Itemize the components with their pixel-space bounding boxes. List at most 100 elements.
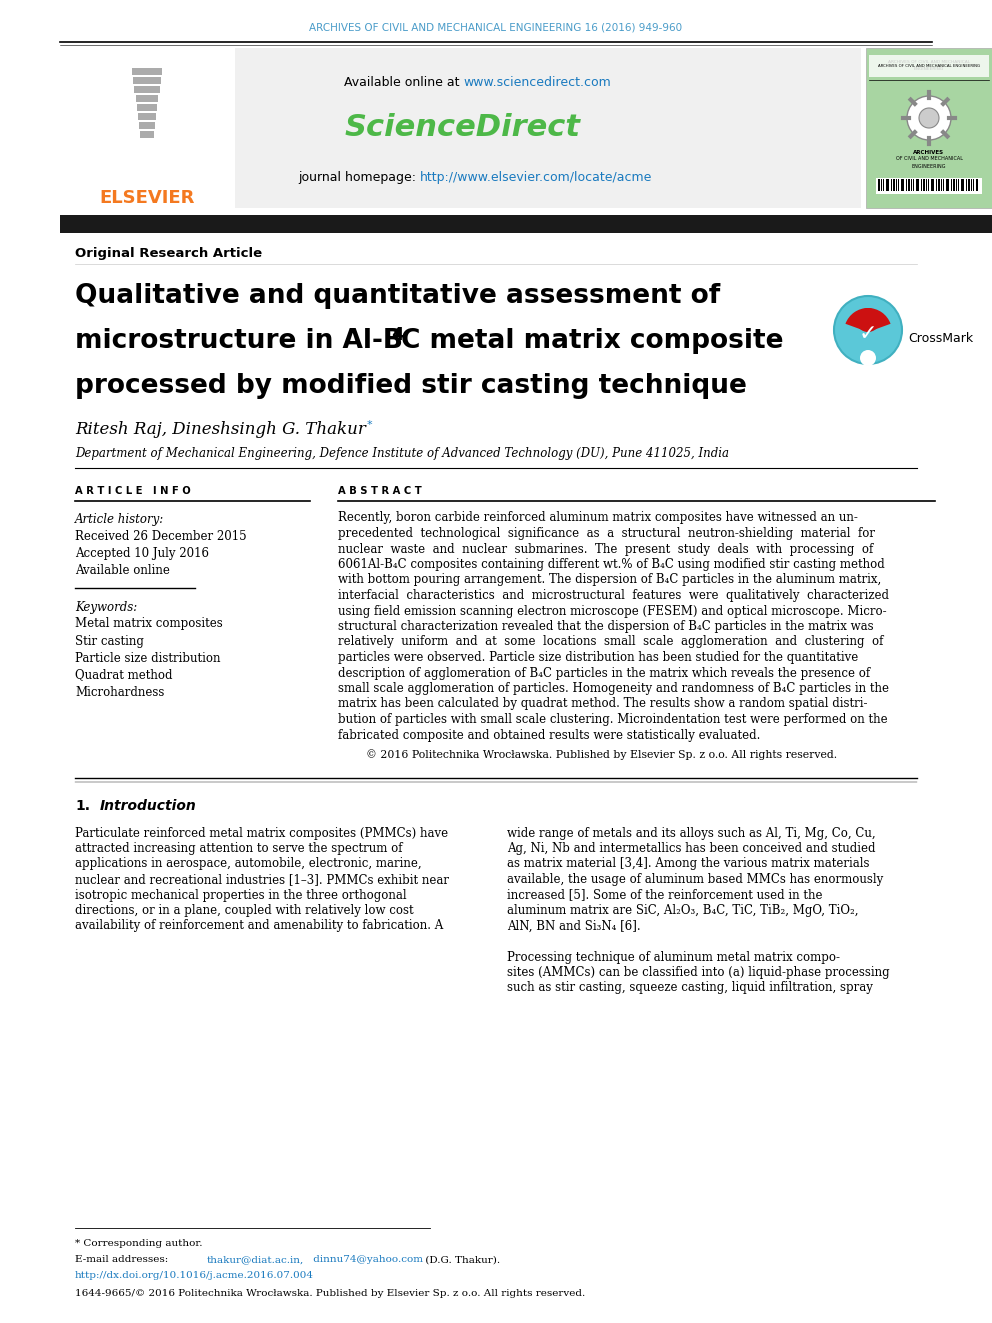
Text: sites (AMMCs) can be classified into (a) liquid-phase processing: sites (AMMCs) can be classified into (a)…	[507, 966, 890, 979]
Text: ARCHIVES OF CIVIL AND MECHANICAL: ARCHIVES OF CIVIL AND MECHANICAL	[888, 60, 970, 64]
Text: AlN, BN and Si₃N₄ [6].: AlN, BN and Si₃N₄ [6].	[507, 919, 641, 933]
FancyBboxPatch shape	[928, 179, 929, 191]
Circle shape	[856, 308, 880, 332]
Text: Qualitative and quantitative assessment of: Qualitative and quantitative assessment …	[75, 283, 720, 310]
Text: 1644-9665/© 2016 Politechnika Wrocławska. Published by Elsevier Sp. z o.o. All r: 1644-9665/© 2016 Politechnika Wrocławska…	[75, 1289, 585, 1298]
Text: precedented  technological  significance  as  a  structural  neutron-shielding  : precedented technological significance a…	[338, 527, 875, 540]
FancyBboxPatch shape	[866, 48, 992, 208]
FancyBboxPatch shape	[935, 179, 936, 191]
Text: 1.: 1.	[75, 799, 90, 814]
FancyBboxPatch shape	[960, 179, 962, 191]
Text: Recently, boron carbide reinforced aluminum matrix composites have witnessed an : Recently, boron carbide reinforced alumi…	[338, 512, 858, 524]
Text: bution of particles with small scale clustering. Microindentation test were perf: bution of particles with small scale clu…	[338, 713, 888, 726]
FancyBboxPatch shape	[903, 179, 904, 191]
FancyBboxPatch shape	[953, 179, 955, 191]
FancyBboxPatch shape	[918, 179, 919, 191]
Text: Metal matrix composites: Metal matrix composites	[75, 618, 223, 631]
Text: ENGINEERING: ENGINEERING	[912, 164, 946, 168]
Text: http://dx.doi.org/10.1016/j.acme.2016.07.004: http://dx.doi.org/10.1016/j.acme.2016.07…	[75, 1271, 314, 1281]
FancyBboxPatch shape	[893, 179, 895, 191]
Text: C metal matrix composite: C metal matrix composite	[401, 328, 784, 355]
Text: E-mail addresses:: E-mail addresses:	[75, 1256, 172, 1265]
FancyBboxPatch shape	[132, 67, 162, 75]
Circle shape	[860, 351, 876, 366]
Text: structural characterization revealed that the dispersion of B₄C particles in the: structural characterization revealed tha…	[338, 620, 874, 632]
Text: availability of reinforcement and amenability to fabrication. A: availability of reinforcement and amenab…	[75, 919, 443, 933]
Text: Department of Mechanical Engineering, Defence Institute of Advanced Technology (: Department of Mechanical Engineering, De…	[75, 446, 729, 459]
Text: dinnu74@yahoo.com: dinnu74@yahoo.com	[310, 1256, 423, 1265]
Text: such as stir casting, squeeze casting, liquid infiltration, spray: such as stir casting, squeeze casting, l…	[507, 982, 873, 995]
Text: processed by modified stir casting technique: processed by modified stir casting techn…	[75, 373, 747, 400]
Text: ELSEVIER: ELSEVIER	[99, 189, 194, 206]
Text: ARCHIVES: ARCHIVES	[914, 149, 944, 155]
Text: ARCHIVES OF CIVIL AND MECHANICAL ENGINEERING: ARCHIVES OF CIVIL AND MECHANICAL ENGINEE…	[878, 64, 980, 67]
FancyBboxPatch shape	[970, 179, 971, 191]
Text: Received 26 December 2015: Received 26 December 2015	[75, 531, 247, 544]
Wedge shape	[845, 308, 891, 332]
FancyBboxPatch shape	[60, 216, 992, 233]
Text: matrix has been calculated by quadrat method. The results show a random spatial : matrix has been calculated by quadrat me…	[338, 697, 867, 710]
Circle shape	[919, 108, 939, 128]
Text: Accepted 10 July 2016: Accepted 10 July 2016	[75, 548, 209, 561]
Text: * Corresponding author.: * Corresponding author.	[75, 1240, 202, 1249]
Text: © 2016 Politechnika Wrocławska. Published by Elsevier Sp. z o.o. All rights rese: © 2016 Politechnika Wrocławska. Publishe…	[366, 749, 837, 759]
Text: CrossMark: CrossMark	[908, 332, 973, 344]
Text: using field emission scanning electron microscope (FESEM) and optical microscope: using field emission scanning electron m…	[338, 605, 887, 618]
Text: description of agglomeration of B₄C particles in the matrix which reveals the pr: description of agglomeration of B₄C part…	[338, 667, 870, 680]
Text: with bottom pouring arrangement. The dispersion of B₄C particles in the aluminum: with bottom pouring arrangement. The dis…	[338, 573, 881, 586]
Text: Ritesh Raj, Dineshsingh G. Thakur: Ritesh Raj, Dineshsingh G. Thakur	[75, 422, 366, 438]
FancyBboxPatch shape	[898, 179, 899, 191]
Text: as matrix material [3,4]. Among the various matrix materials: as matrix material [3,4]. Among the vari…	[507, 857, 870, 871]
Text: thakur@diat.ac.in,: thakur@diat.ac.in,	[207, 1256, 305, 1265]
FancyBboxPatch shape	[916, 179, 918, 191]
FancyBboxPatch shape	[968, 179, 970, 191]
Text: relatively  uniform  and  at  some  locations  small  scale  agglomeration  and : relatively uniform and at some locations…	[338, 635, 883, 648]
Circle shape	[834, 296, 902, 364]
Text: interfacial  characteristics  and  microstructural  features  were  qualitativel: interfacial characteristics and microstr…	[338, 589, 889, 602]
Text: A B S T R A C T: A B S T R A C T	[338, 486, 422, 496]
Text: Stir casting: Stir casting	[75, 635, 144, 647]
FancyBboxPatch shape	[901, 179, 903, 191]
FancyBboxPatch shape	[948, 179, 949, 191]
FancyBboxPatch shape	[906, 179, 907, 191]
Text: www.sciencedirect.com: www.sciencedirect.com	[463, 77, 611, 90]
Text: Article history:: Article history:	[75, 512, 165, 525]
Text: Ag, Ni, Nb and intermetallics has been conceived and studied: Ag, Ni, Nb and intermetallics has been c…	[507, 841, 876, 855]
FancyBboxPatch shape	[878, 179, 880, 191]
Text: nuclear and recreational industries [1–3]. PMMCs exhibit near: nuclear and recreational industries [1–3…	[75, 873, 449, 886]
FancyBboxPatch shape	[141, 131, 154, 138]
FancyBboxPatch shape	[930, 179, 932, 191]
Text: nuclear  waste  and  nuclear  submarines.  The  present  study  deals  with  pro: nuclear waste and nuclear submarines. Th…	[338, 542, 873, 556]
Text: Introduction: Introduction	[100, 799, 196, 814]
Text: Available online: Available online	[75, 565, 170, 578]
FancyBboxPatch shape	[235, 48, 861, 208]
Text: Microhardness: Microhardness	[75, 685, 165, 699]
Text: directions, or in a plane, coupled with relatively low cost: directions, or in a plane, coupled with …	[75, 904, 414, 917]
FancyBboxPatch shape	[933, 179, 934, 191]
Text: http://www.elsevier.com/locate/acme: http://www.elsevier.com/locate/acme	[420, 172, 653, 184]
FancyBboxPatch shape	[913, 179, 914, 191]
FancyBboxPatch shape	[926, 179, 927, 191]
FancyBboxPatch shape	[911, 179, 912, 191]
FancyBboxPatch shape	[940, 179, 941, 191]
Text: (D.G. Thakur).: (D.G. Thakur).	[422, 1256, 500, 1265]
FancyBboxPatch shape	[908, 179, 910, 191]
FancyBboxPatch shape	[883, 179, 884, 191]
Text: Keywords:: Keywords:	[75, 601, 137, 614]
Text: ✓: ✓	[859, 324, 877, 344]
Text: ARCHIVES OF CIVIL AND MECHANICAL ENGINEERING 16 (2016) 949-960: ARCHIVES OF CIVIL AND MECHANICAL ENGINEE…	[310, 22, 682, 33]
FancyBboxPatch shape	[60, 48, 235, 208]
Text: Quadrat method: Quadrat method	[75, 668, 173, 681]
FancyBboxPatch shape	[958, 179, 959, 191]
FancyBboxPatch shape	[891, 179, 892, 191]
Text: *: *	[367, 419, 373, 430]
FancyBboxPatch shape	[963, 179, 964, 191]
Text: A R T I C L E   I N F O: A R T I C L E I N F O	[75, 486, 190, 496]
FancyBboxPatch shape	[896, 179, 897, 191]
Text: attracted increasing attention to serve the spectrum of: attracted increasing attention to serve …	[75, 841, 403, 855]
FancyBboxPatch shape	[136, 95, 159, 102]
Text: Processing technique of aluminum metal matrix compo-: Processing technique of aluminum metal m…	[507, 950, 840, 963]
Text: 6061Al-B₄C composites containing different wt.% of B₄C using modified stir casti: 6061Al-B₄C composites containing differe…	[338, 558, 885, 572]
Text: 4: 4	[391, 325, 404, 344]
Text: increased [5]. Some of the reinforcement used in the: increased [5]. Some of the reinforcement…	[507, 889, 822, 901]
